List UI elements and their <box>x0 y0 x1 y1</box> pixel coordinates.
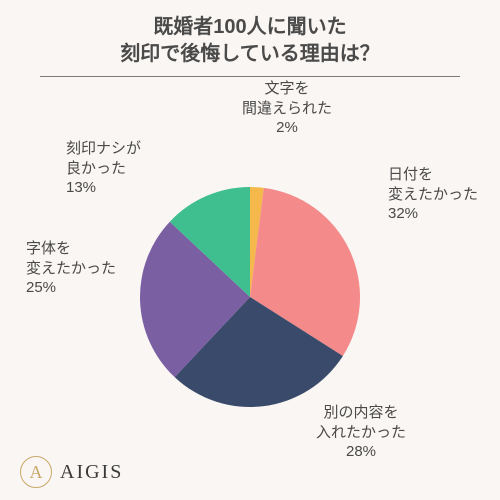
pie-chart <box>130 177 370 417</box>
slice-label-3: 字体を 変えたかった 25% <box>26 239 116 298</box>
slice-label-1: 日付を 変えたかった 32% <box>388 165 478 224</box>
slice-label-2: 別の内容を 入れたかった 28% <box>316 403 406 462</box>
slice-label-0: 文字を 間違えられた 2% <box>242 79 332 138</box>
chart-title: 既婚者100人に聞いた 刻印で後悔している理由は？ <box>0 0 500 68</box>
brand-logo-letter: A <box>30 462 43 483</box>
brand-name: AIGIS <box>60 461 123 484</box>
brand-footer: A AIGIS <box>20 456 123 488</box>
title-line-2: 刻印で後悔している理由は？ <box>120 43 379 65</box>
slice-label-4: 刻印ナシが 良かった 13% <box>66 139 141 198</box>
brand-logo-icon: A <box>20 456 52 488</box>
pie-chart-area: 文字を 間違えられた 2%日付を 変えたかった 32%別の内容を 入れたかった … <box>0 77 500 457</box>
title-line-1: 既婚者100人に聞いた <box>153 16 346 38</box>
